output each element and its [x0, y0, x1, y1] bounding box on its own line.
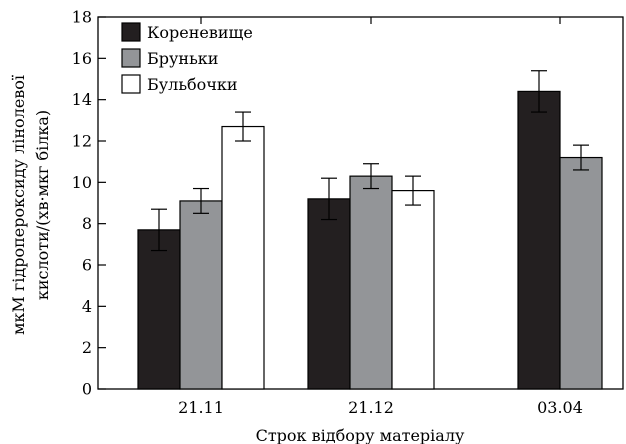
x-tick-label: 21.12: [348, 398, 394, 417]
y-tick-label: 18: [72, 8, 92, 27]
legend-label-3: Бульбочки: [147, 75, 238, 94]
y-axis-title-line-1: мкМ гідропероксиду лінолевої: [9, 75, 28, 335]
x-axis-title: Строк відбору матеріалу: [256, 426, 465, 444]
legend-swatch-1: [121, 22, 141, 42]
legend-swatch-2: [121, 48, 141, 68]
bar-2: [559, 156, 603, 390]
legend-label-1: Кореневище: [147, 23, 253, 42]
y-tick-label: 4: [82, 297, 92, 316]
y-axis-title: мкМ гідропероксиду лінолевої кислоти/(хв…: [9, 75, 52, 335]
legend: Кореневище Бруньки Бульбочки: [121, 22, 253, 94]
bar-2: [349, 175, 393, 390]
y-tick-label: 14: [72, 90, 92, 109]
y-tick-label: 6: [82, 256, 92, 275]
x-tick-label: 21.11: [178, 398, 224, 417]
x-tick-label: 03.04: [537, 398, 583, 417]
y-tick-label: 16: [72, 49, 92, 68]
bar-2: [179, 200, 223, 390]
y-tick-label: 0: [82, 380, 92, 399]
bar-3: [391, 190, 435, 390]
bar-3: [221, 125, 265, 390]
y-tick-label: 10: [72, 173, 92, 192]
bar-1: [517, 90, 561, 390]
y-tick-label: 2: [82, 338, 92, 357]
legend-swatch-3: [121, 74, 141, 94]
y-tick-label: 12: [72, 132, 92, 151]
legend-label-2: Бруньки: [147, 49, 218, 68]
bar-1: [307, 198, 351, 390]
y-tick-label: 8: [82, 214, 92, 233]
y-axis-title-line-2: кислоти/(хв·мкг білка): [33, 110, 52, 300]
plot-area: 0 2 4 6 8 10 12 14 16 18 21.11 21.12 03.04: [72, 8, 624, 417]
bar-1: [137, 229, 181, 390]
